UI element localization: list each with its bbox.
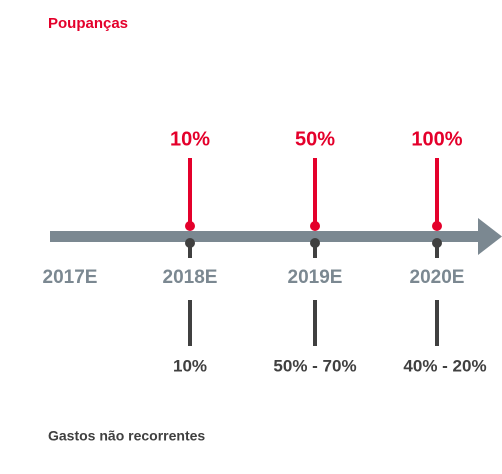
title: Poupanças: [48, 15, 128, 32]
savings-label: 100%: [411, 128, 462, 150]
year-label: 2019E: [288, 267, 343, 288]
savings-dot: [310, 221, 320, 231]
savings-label: 50%: [295, 128, 335, 150]
timeline-bar: [50, 231, 482, 242]
year-label: 2018E: [163, 267, 218, 288]
cost-label: 10%: [173, 356, 207, 375]
year-label: 2020E: [410, 267, 465, 288]
year-label: 2017E: [43, 267, 98, 288]
timeline-arrowhead: [478, 218, 502, 255]
savings-dot: [432, 221, 442, 231]
savings-dot: [185, 221, 195, 231]
cost-label: 40% - 20%: [403, 356, 486, 375]
cost-label: 50% - 70%: [273, 356, 356, 375]
footer-label: Gastos não recorrentes: [48, 428, 205, 444]
savings-label: 10%: [170, 128, 210, 150]
